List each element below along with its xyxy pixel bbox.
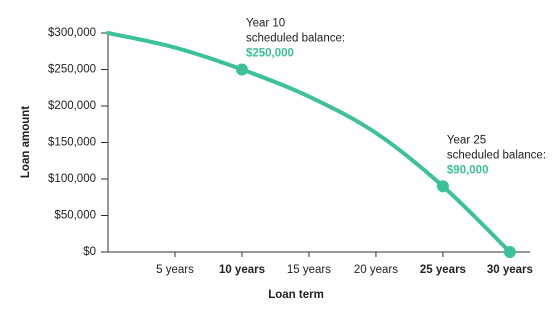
y-tick-label: $50,000 — [54, 210, 96, 222]
marker — [436, 180, 449, 193]
y-tick-label: $200,000 — [48, 100, 96, 112]
annotation: scheduled balance: — [447, 149, 546, 161]
marker — [503, 246, 516, 258]
x-tick-label: 15 years — [287, 264, 331, 276]
y-tick-label: $150,000 — [48, 137, 96, 149]
y-axis-label: Loan amount — [20, 106, 32, 178]
annotation: scheduled balance: — [246, 33, 345, 45]
x-tick-label: 25 years — [420, 264, 466, 276]
x-axis-label: Loan term — [268, 289, 324, 301]
y-tick-label: $0 — [83, 246, 96, 258]
annotation-value: $250,000 — [246, 48, 294, 60]
annotation-value: $90,000 — [447, 164, 489, 176]
x-tick-label: 5 years — [156, 264, 194, 276]
annotation: Year 25 — [447, 134, 486, 146]
y-tick-label: $100,000 — [48, 173, 96, 185]
x-tick-label: 10 years — [219, 264, 265, 276]
y-tick-label: $250,000 — [48, 64, 96, 76]
annotation: Year 10 — [246, 18, 285, 30]
marker — [235, 63, 248, 76]
x-tick-label: 20 years — [354, 264, 398, 276]
x-tick-label: 30 years — [487, 264, 533, 276]
y-tick-label: $300,000 — [48, 27, 96, 39]
